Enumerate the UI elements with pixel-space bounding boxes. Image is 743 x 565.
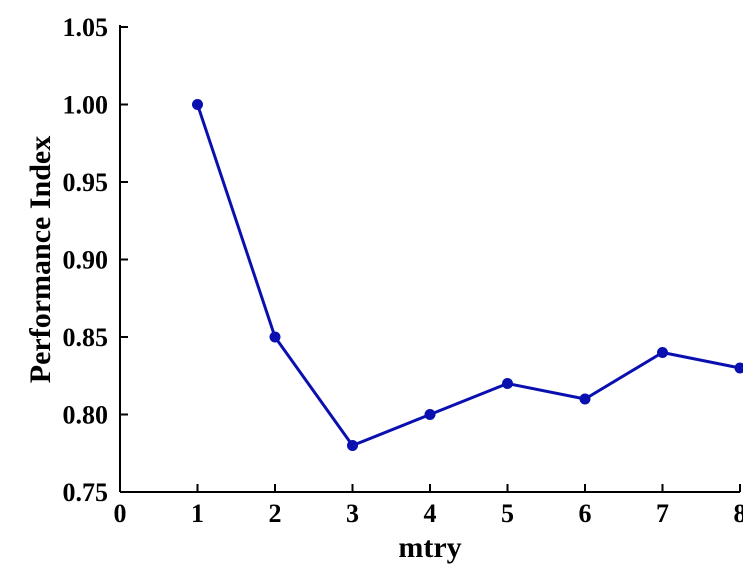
x-axis-title: mtry bbox=[398, 531, 461, 564]
y-axis-title: Performance Index bbox=[24, 136, 57, 383]
data-point bbox=[734, 362, 743, 374]
x-axis-ticks: 0 1 2 3 4 5 6 7 8 bbox=[114, 484, 743, 528]
x-tick-label: 0 bbox=[114, 499, 127, 528]
x-tick-label: 1 bbox=[191, 499, 204, 528]
x-tick-label: 7 bbox=[656, 499, 669, 528]
y-axis-ticks: 0.75 0.80 0.85 0.90 0.95 1.00 1.05 bbox=[63, 13, 128, 507]
y-tick-label: 0.85 bbox=[63, 323, 109, 352]
x-tick-label: 3 bbox=[346, 499, 359, 528]
y-tick-label: 0.90 bbox=[63, 246, 109, 275]
y-tick-label: 0.95 bbox=[63, 168, 109, 197]
y-tick-label: 1.00 bbox=[63, 91, 109, 120]
data-point bbox=[424, 409, 436, 420]
data-point bbox=[502, 378, 513, 389]
y-tick-label: 0.80 bbox=[63, 401, 109, 430]
x-tick-label: 4 bbox=[424, 499, 437, 528]
x-tick-label: 2 bbox=[269, 499, 282, 528]
axes bbox=[119, 25, 740, 493]
series-line bbox=[196, 104, 741, 447]
data-point bbox=[657, 347, 668, 358]
y-tick-label: 1.05 bbox=[63, 13, 109, 42]
x-tick-label: 8 bbox=[734, 499, 743, 528]
data-point bbox=[269, 331, 281, 343]
series-layer bbox=[192, 99, 743, 451]
y-tick-label: 0.75 bbox=[63, 478, 109, 507]
data-point bbox=[347, 440, 358, 451]
x-tick-label: 6 bbox=[579, 499, 592, 528]
x-tick-label: 5 bbox=[501, 499, 514, 528]
data-point bbox=[192, 99, 203, 110]
data-point bbox=[579, 393, 591, 405]
